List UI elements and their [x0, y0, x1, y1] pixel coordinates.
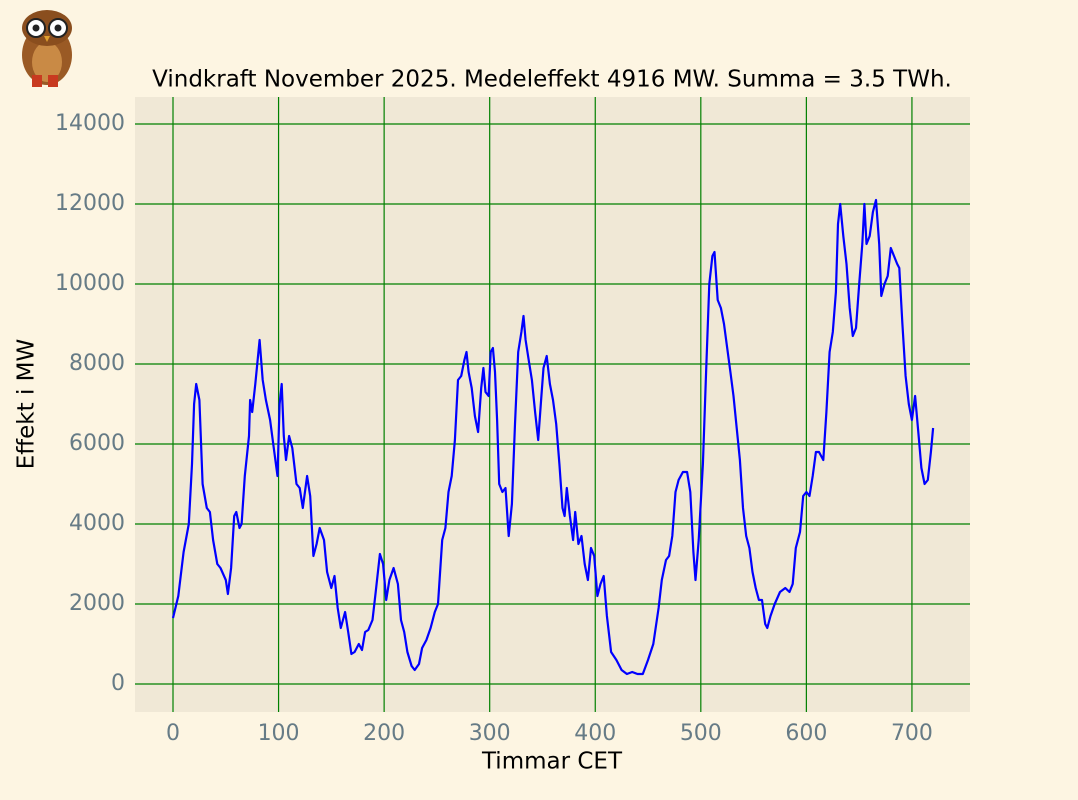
x-tick-label: 400 [574, 721, 616, 746]
x-tick-label: 700 [891, 721, 933, 746]
y-axis-label: Effekt i MW [14, 339, 40, 469]
owl-logo [22, 10, 72, 87]
y-tick-label: 0 [111, 671, 125, 696]
data-line [171, 198, 935, 676]
x-tick-label: 600 [785, 721, 827, 746]
x-tick-label: 500 [680, 721, 722, 746]
y-tick-label: 8000 [69, 351, 125, 376]
x-tick-label: 200 [363, 721, 405, 746]
x-tick-label: 0 [166, 721, 180, 746]
y-tick-label: 10000 [55, 271, 125, 296]
y-tick-label: 12000 [55, 191, 125, 216]
y-tick-label: 4000 [69, 511, 125, 536]
x-axis-label: Timmar CET [481, 749, 623, 775]
x-tick-label: 100 [258, 721, 300, 746]
y-tick-label: 6000 [69, 431, 125, 456]
y-tick-label: 14000 [55, 111, 125, 136]
x-tick-label: 300 [469, 721, 511, 746]
chart-title: Vindkraft November 2025. Medeleffekt 491… [152, 67, 952, 93]
y-tick-label: 2000 [69, 591, 125, 616]
